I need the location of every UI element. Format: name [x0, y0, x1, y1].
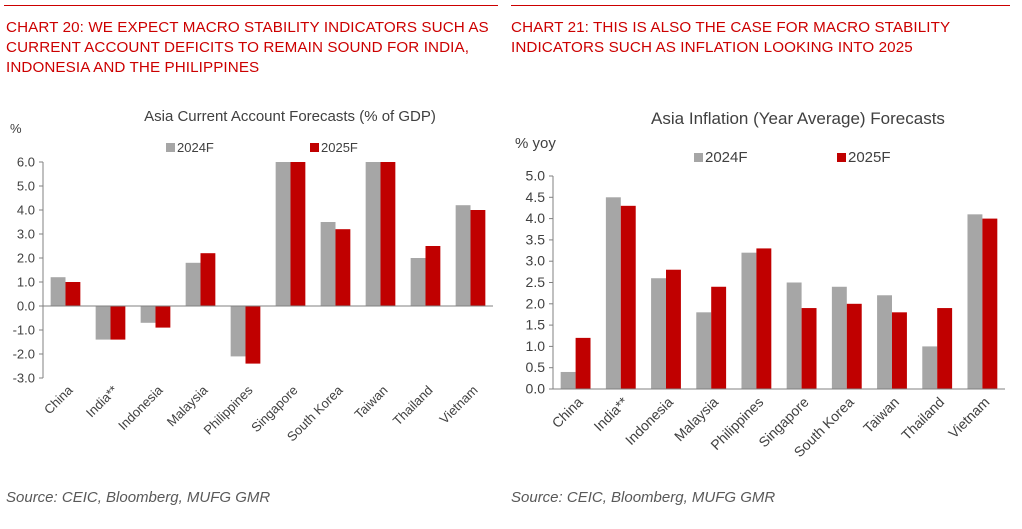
category-label: Taiwan [351, 383, 390, 422]
category-label: Vietnam [436, 383, 480, 427]
bar-2024F-thailand [410, 258, 426, 306]
bar-2024F-taiwan [877, 295, 892, 389]
bar-2024F-singapore [275, 162, 291, 306]
category-label: Taiwan [860, 394, 902, 436]
top-divider [4, 5, 498, 6]
source-note: Source: CEIC, Bloomberg, MUFG GMR [511, 489, 776, 506]
bar-2025F-india [110, 306, 126, 340]
bar-2025F-china [575, 337, 591, 389]
category-label: Indonesia [115, 382, 166, 433]
source-note: Source: CEIC, Bloomberg, MUFG GMR [6, 489, 271, 506]
y-tick-label: 0.0 [17, 299, 35, 314]
chart-heading: CHART 20: WE EXPECT MACRO STABILITY INDI… [6, 19, 489, 76]
right-chart-panel: CHART 21: THIS IS ALSO THE CASE FOR MACR… [511, 0, 1022, 529]
bar-2025F-malaysia [200, 253, 216, 306]
chart-title: Asia Inflation (Year Average) Forecasts [651, 109, 945, 128]
y-tick-label: 0.0 [526, 381, 546, 397]
category-label: Indonesia [622, 394, 676, 448]
legend-swatch-2024F [694, 153, 703, 162]
bar-2024F-india [95, 306, 111, 340]
bar-2024F-thailand [922, 346, 938, 389]
bar-2025F-indonesia [155, 306, 171, 328]
bar-2024F-indonesia [140, 306, 156, 323]
bar-2024F-philippines [230, 306, 246, 357]
y-axis-unit-label: % [10, 121, 22, 136]
y-tick-label: -1.0 [13, 323, 35, 338]
bar-2024F-china [560, 371, 576, 389]
chart-heading: CHART 21: THIS IS ALSO THE CASE FOR MACR… [511, 19, 950, 56]
bar-2025F-china [65, 282, 81, 306]
legend-swatch-2025F [310, 143, 319, 152]
y-axis-unit-label: % yoy [515, 135, 556, 152]
y-tick-label: 2.0 [526, 295, 546, 311]
y-tick-label: 4.0 [17, 203, 35, 218]
category-label: China [549, 394, 586, 431]
legend-label-2025F: 2025F [321, 140, 358, 155]
top-divider [511, 5, 1010, 6]
bar-2025F-indonesia [666, 269, 681, 389]
legend-swatch-2025F [837, 153, 846, 162]
y-tick-label: 4.0 [526, 210, 546, 226]
category-label: Vietnam [945, 394, 992, 441]
y-tick-label: 2.0 [17, 251, 35, 266]
category-label: China [41, 382, 76, 417]
y-tick-label: 4.5 [526, 189, 546, 205]
bar-2025F-india [620, 205, 636, 389]
bar-2024F-malaysia [696, 312, 712, 389]
category-label: Philippines [201, 382, 256, 437]
bar-2025F-vietnam [470, 210, 486, 306]
y-tick-label: 1.0 [526, 338, 546, 354]
y-tick-label: 2.5 [526, 274, 546, 290]
legend-label-2024F: 2024F [705, 149, 748, 166]
bar-2025F-philippines [756, 248, 772, 389]
category-label: Thailand [898, 394, 947, 443]
legend-label-2024F: 2024F [177, 140, 214, 155]
bar-2025F-southkorea [846, 303, 862, 389]
current-account-chart: Asia Current Account Forecasts (% of GDP… [10, 108, 493, 444]
y-tick-label: 5.0 [526, 168, 546, 184]
bar-2025F-malaysia [711, 286, 727, 389]
bar-2024F-singapore [786, 282, 802, 389]
bar-2025F-singapore [290, 162, 306, 306]
bar-2024F-philippines [741, 252, 757, 389]
y-tick-label: 1.0 [17, 275, 35, 290]
bar-2025F-taiwan [380, 162, 396, 306]
y-tick-label: 6.0 [17, 155, 35, 170]
y-tick-label: -3.0 [13, 371, 35, 386]
bar-2025F-southkorea [335, 229, 351, 306]
legend-label-2025F: 2025F [848, 149, 891, 166]
bar-2025F-thailand [937, 308, 953, 389]
bar-2024F-southkorea [831, 286, 847, 389]
y-tick-label: -2.0 [13, 347, 35, 362]
bar-2025F-taiwan [892, 312, 907, 389]
y-tick-label: 3.0 [17, 227, 35, 242]
category-label: India** [83, 383, 121, 421]
bar-2024F-vietnam [967, 214, 983, 389]
y-tick-label: 3.0 [526, 253, 546, 269]
legend-swatch-2024F [166, 143, 175, 152]
left-chart-panel: CHART 20: WE EXPECT MACRO STABILITY INDI… [4, 5, 498, 506]
bar-2024F-vietnam [455, 205, 471, 306]
bar-2025F-thailand [425, 246, 441, 306]
bar-2024F-china [50, 277, 66, 306]
bar-2025F-vietnam [982, 218, 998, 389]
bar-2024F-taiwan [365, 162, 381, 306]
category-label: Thailand [390, 383, 436, 429]
bar-2024F-malaysia [185, 262, 201, 306]
y-tick-label: 0.5 [526, 359, 546, 375]
y-tick-label: 3.5 [526, 231, 546, 247]
bar-2024F-india [605, 197, 621, 389]
inflation-chart: Asia Inflation (Year Average) Forecasts%… [515, 109, 1005, 460]
bar-2025F-philippines [245, 306, 261, 364]
bar-2024F-indonesia [651, 278, 666, 389]
bar-2025F-singapore [801, 308, 817, 389]
category-label: India** [590, 393, 631, 434]
y-tick-label: 1.5 [526, 317, 546, 333]
bar-2024F-southkorea [320, 222, 336, 306]
y-tick-label: 5.0 [17, 179, 35, 194]
chart-title: Asia Current Account Forecasts (% of GDP… [144, 108, 436, 125]
